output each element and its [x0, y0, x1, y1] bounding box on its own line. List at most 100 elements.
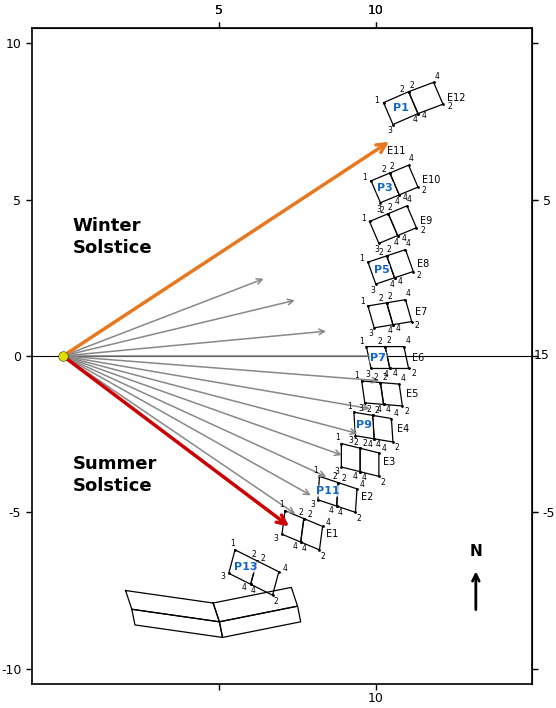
Text: 3: 3 — [274, 534, 279, 543]
Text: 4: 4 — [408, 154, 413, 163]
Text: E9: E9 — [420, 216, 433, 226]
Text: 1: 1 — [314, 466, 319, 475]
Text: 1: 1 — [360, 297, 365, 307]
Text: 4: 4 — [413, 115, 418, 124]
Text: 4: 4 — [251, 586, 256, 595]
Text: 4: 4 — [282, 564, 287, 573]
Text: 4: 4 — [395, 197, 400, 206]
Text: E7: E7 — [415, 307, 428, 317]
Text: 4: 4 — [337, 508, 342, 517]
Text: P13: P13 — [234, 562, 258, 572]
Text: 2: 2 — [363, 439, 368, 448]
Text: 2: 2 — [390, 162, 394, 171]
Text: 4: 4 — [434, 72, 439, 81]
Text: 4: 4 — [381, 443, 386, 452]
Text: 1: 1 — [359, 338, 364, 346]
Text: 2: 2 — [386, 336, 391, 346]
Text: 4: 4 — [326, 518, 331, 527]
Text: 2: 2 — [307, 510, 312, 519]
Text: 2: 2 — [380, 478, 385, 486]
Text: P11: P11 — [316, 486, 340, 496]
Text: P7: P7 — [370, 353, 386, 362]
Text: 1: 1 — [230, 539, 235, 548]
Text: 2: 2 — [409, 81, 414, 90]
Text: 2: 2 — [378, 338, 383, 346]
Text: 2: 2 — [411, 369, 416, 377]
Text: 3: 3 — [220, 571, 225, 581]
Text: 4: 4 — [353, 472, 358, 481]
Text: 3: 3 — [376, 205, 381, 214]
Text: 2: 2 — [405, 406, 409, 416]
Text: 4: 4 — [329, 506, 334, 515]
Text: 2: 2 — [400, 85, 405, 94]
Text: 1: 1 — [361, 214, 366, 223]
Text: P9: P9 — [356, 421, 372, 430]
Text: 4: 4 — [403, 193, 408, 202]
Text: 2: 2 — [388, 292, 392, 301]
Text: 3: 3 — [371, 286, 376, 295]
Text: Summer
Solstice: Summer Solstice — [72, 455, 157, 495]
Text: 10: 10 — [368, 692, 384, 705]
Text: 2: 2 — [261, 554, 266, 563]
Text: 4: 4 — [393, 369, 398, 377]
Text: 4: 4 — [368, 440, 372, 449]
Text: E6: E6 — [413, 353, 425, 362]
Text: 2: 2 — [374, 373, 378, 382]
Text: 2: 2 — [380, 206, 385, 215]
Text: P5: P5 — [374, 265, 389, 275]
Text: 4: 4 — [361, 473, 366, 482]
Text: 2: 2 — [388, 202, 393, 212]
Text: 4: 4 — [393, 238, 398, 246]
Text: 2: 2 — [341, 474, 346, 483]
Text: 4: 4 — [242, 583, 247, 592]
Text: 4: 4 — [377, 406, 382, 414]
Text: E11: E11 — [387, 146, 405, 156]
Text: E5: E5 — [406, 389, 419, 399]
Text: P1: P1 — [393, 103, 409, 113]
Text: 1: 1 — [375, 96, 379, 105]
Text: 2: 2 — [379, 294, 384, 303]
Text: 3: 3 — [374, 246, 379, 254]
Text: 1: 1 — [355, 372, 359, 380]
Text: 2: 2 — [320, 552, 325, 561]
Text: 4: 4 — [405, 336, 410, 346]
Text: E2: E2 — [361, 493, 373, 503]
Text: 4: 4 — [422, 111, 427, 120]
Text: 1: 1 — [280, 500, 284, 509]
Text: 2: 2 — [381, 166, 386, 174]
Text: 3: 3 — [365, 370, 370, 379]
Text: 4: 4 — [406, 195, 411, 204]
Text: 4: 4 — [405, 239, 410, 248]
Text: 3: 3 — [358, 404, 363, 413]
Text: 2: 2 — [356, 514, 361, 523]
Text: 3: 3 — [310, 500, 315, 509]
Text: 4: 4 — [390, 280, 394, 289]
Text: 2: 2 — [299, 508, 303, 517]
Text: 4: 4 — [406, 289, 411, 298]
Text: 2: 2 — [375, 406, 379, 415]
Text: N: N — [469, 544, 482, 559]
Text: 1: 1 — [363, 173, 368, 182]
Text: E4: E4 — [397, 423, 409, 434]
Text: 2: 2 — [447, 102, 452, 111]
Text: 2: 2 — [252, 550, 256, 559]
Text: 4: 4 — [384, 370, 389, 379]
Text: 4: 4 — [398, 277, 403, 286]
Text: 4: 4 — [292, 542, 297, 551]
Text: 4: 4 — [376, 440, 381, 449]
Text: 1: 1 — [335, 433, 340, 442]
Text: E10: E10 — [422, 175, 440, 185]
Text: 2: 2 — [422, 185, 426, 195]
Text: 4: 4 — [401, 374, 406, 383]
Text: P3: P3 — [378, 183, 393, 193]
Text: 4: 4 — [388, 326, 393, 336]
Text: 2: 2 — [379, 248, 383, 257]
Text: 3: 3 — [369, 329, 374, 338]
Text: 4: 4 — [396, 324, 401, 333]
Text: 2: 2 — [366, 406, 371, 414]
Text: 2: 2 — [420, 227, 425, 235]
Text: E8: E8 — [417, 258, 429, 269]
Text: 2: 2 — [395, 443, 400, 452]
Text: 2: 2 — [332, 472, 337, 481]
Text: 2: 2 — [417, 270, 421, 280]
